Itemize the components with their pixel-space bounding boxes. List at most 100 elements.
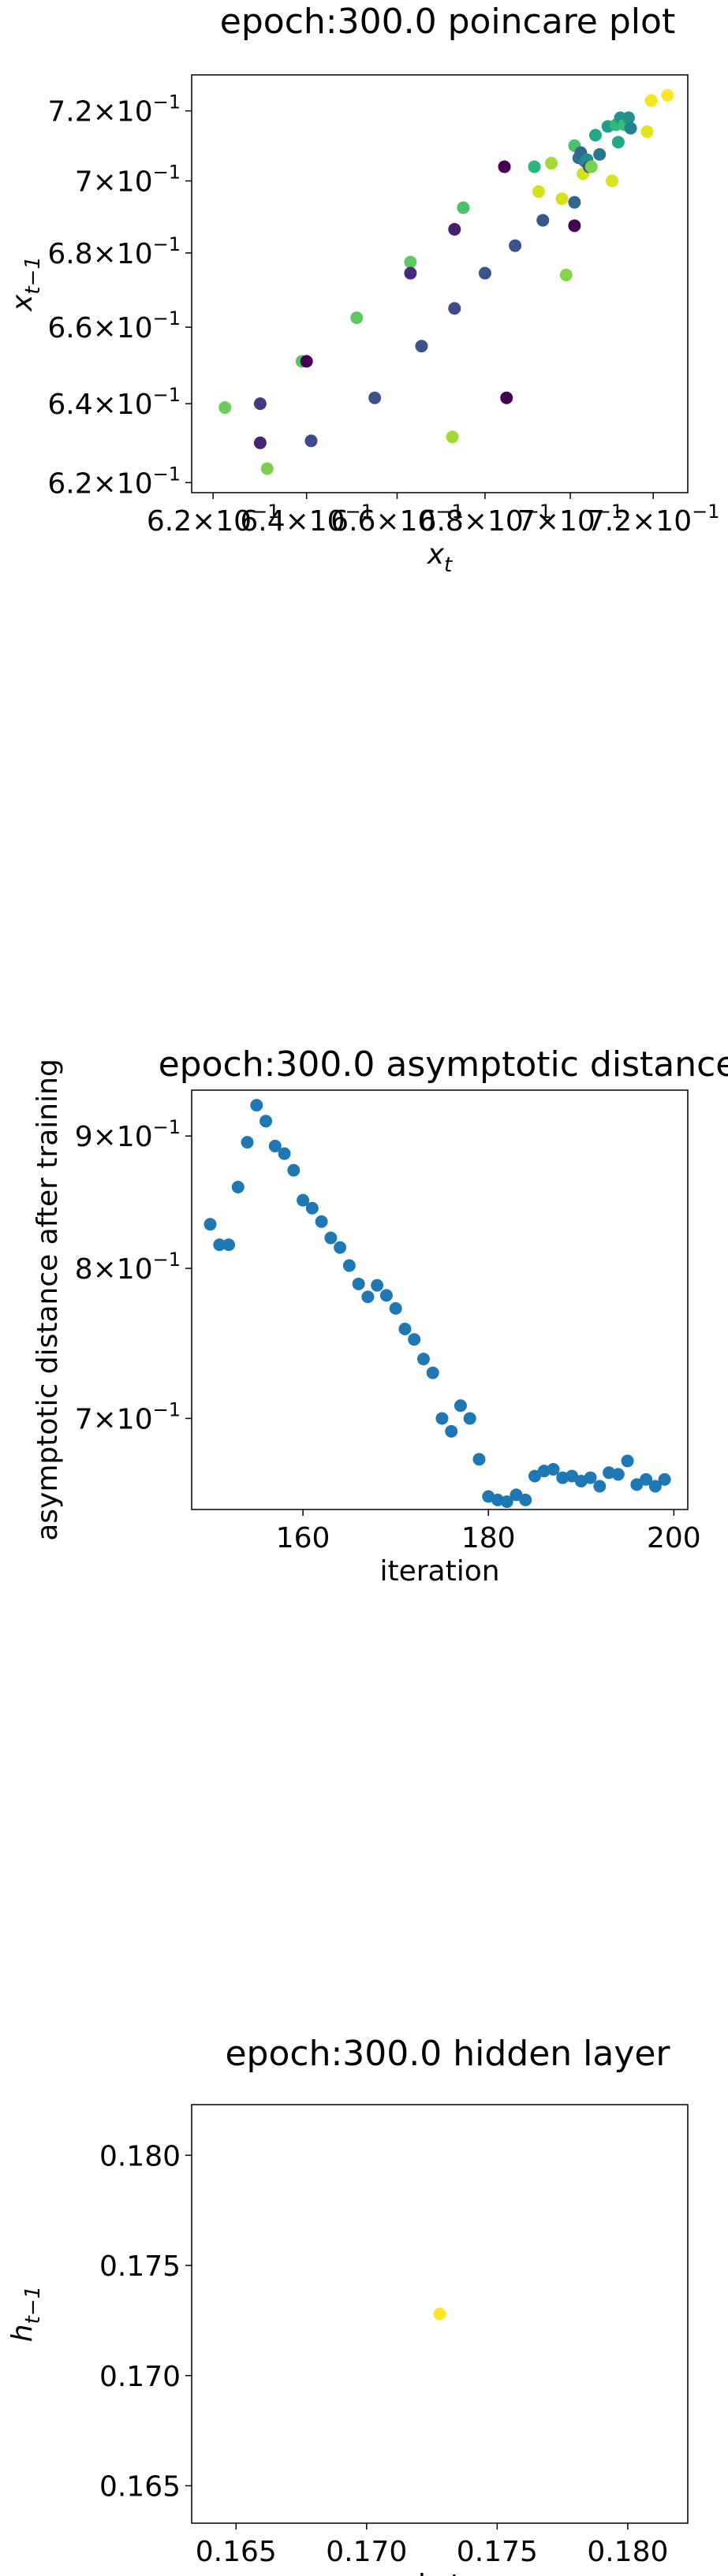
- data-point: [446, 430, 459, 444]
- data-point: [426, 1366, 439, 1379]
- data-point: [532, 185, 545, 199]
- data-point: [545, 157, 558, 170]
- data-point: [606, 174, 619, 188]
- data-point: [231, 1181, 245, 1194]
- data-point: [213, 1238, 226, 1252]
- data-point: [640, 125, 654, 139]
- data-point: [566, 1469, 579, 1483]
- x-tick-label: 0.170: [326, 2536, 407, 2568]
- data-point: [640, 1472, 653, 1486]
- x-tick-label: 160: [276, 1522, 330, 1554]
- plot-frame: [191, 1089, 689, 1510]
- data-point: [259, 1115, 273, 1128]
- data-point: [324, 1231, 338, 1245]
- data-point: [648, 1480, 662, 1493]
- data-point: [622, 111, 635, 125]
- data-point: [510, 1488, 523, 1502]
- y-tick-label: 8×10−1: [75, 1249, 181, 1286]
- data-point: [222, 1238, 236, 1252]
- y-tick-label: 6.2×10−1: [47, 463, 181, 500]
- data-point: [568, 195, 581, 209]
- data-point: [241, 1136, 254, 1149]
- data-point: [379, 1289, 393, 1302]
- y-axis-label: xt−1: [6, 256, 45, 312]
- data-point: [588, 128, 602, 142]
- chart-title: epoch:300.0 asymptotic distance: [159, 1044, 728, 1085]
- data-point: [416, 1353, 430, 1366]
- data-point: [300, 355, 313, 368]
- x-tick-label: 6.8×10−1: [419, 501, 552, 538]
- data-point: [584, 1471, 597, 1484]
- data-point: [448, 302, 461, 315]
- data-point: [203, 1218, 217, 1231]
- data-point: [368, 391, 382, 404]
- x-tick-label: 7.2×10−1: [587, 501, 720, 538]
- data-point: [287, 1163, 301, 1177]
- data-point: [433, 2307, 446, 2321]
- y-tick-label: 0.175: [99, 2250, 181, 2283]
- y-tick-label: 7×10−1: [75, 162, 181, 199]
- data-point: [528, 160, 541, 173]
- x-tick-label: 6.2×10−1: [147, 501, 280, 538]
- x-axis-label: h_t: [418, 2569, 461, 2576]
- data-point: [253, 397, 267, 411]
- chart-title: epoch:300.0 poincare plot: [220, 2, 675, 42]
- data-point: [519, 1493, 532, 1506]
- y-axis-label: ht−1: [6, 2286, 45, 2342]
- x-tick-label: 6.4×10−1: [240, 501, 373, 538]
- data-point: [305, 1201, 319, 1215]
- x-tick-label: 0.165: [196, 2536, 277, 2568]
- data-point: [218, 401, 232, 415]
- x-tick-label: 6.6×10−1: [330, 501, 464, 538]
- x-tick-label: 0.175: [457, 2536, 538, 2568]
- y-tick-label: 6.8×10−1: [47, 233, 181, 270]
- plot-frame: [191, 2104, 689, 2524]
- asymptotic-distance-chart: epoch:300.0 asymptotic distance 160 180 200…: [32, 1044, 728, 1588]
- y-tick-label: 6.6×10−1: [47, 307, 181, 344]
- data-point: [253, 436, 267, 449]
- data-point: [624, 121, 637, 135]
- x-tick-label: 200: [647, 1522, 701, 1554]
- data-point: [658, 1472, 671, 1486]
- data-point: [445, 1424, 458, 1438]
- data-point: [435, 1412, 449, 1425]
- y-tick-label: 7×10−1: [75, 1398, 181, 1435]
- y-tick-label: 6.4×10−1: [47, 384, 181, 421]
- data-point: [457, 201, 470, 214]
- data-point: [528, 1469, 542, 1483]
- data-point: [250, 1099, 263, 1112]
- data-point: [408, 1333, 421, 1346]
- data-point: [342, 1259, 356, 1272]
- data-point: [593, 1480, 607, 1493]
- data-point: [584, 160, 598, 173]
- y-tick-label: 0.165: [99, 2470, 181, 2503]
- y-tick-label: 0.170: [99, 2361, 181, 2393]
- data-point: [568, 219, 581, 233]
- data-point: [644, 94, 658, 107]
- data-point: [371, 1279, 384, 1292]
- data-point: [555, 192, 569, 206]
- data-point: [297, 1193, 310, 1207]
- data-point: [415, 340, 428, 353]
- data-point: [454, 1399, 467, 1413]
- data-point: [593, 147, 607, 161]
- data-point: [630, 1478, 644, 1491]
- data-point: [404, 255, 417, 269]
- data-point: [472, 1453, 486, 1466]
- data-point: [448, 222, 461, 236]
- y-tick-label: 7.2×10−1: [47, 91, 181, 128]
- data-point: [334, 1241, 347, 1254]
- data-point: [621, 1454, 634, 1468]
- data-point: [404, 266, 417, 280]
- data-point: [500, 391, 513, 404]
- data-point: [398, 1322, 412, 1335]
- data-point: [260, 462, 274, 475]
- data-point: [500, 1495, 513, 1509]
- data-point: [547, 1463, 560, 1476]
- data-point: [559, 268, 573, 281]
- data-point: [278, 1147, 291, 1160]
- y-tick-label: 0.180: [99, 2140, 181, 2172]
- data-point: [509, 239, 522, 252]
- data-point: [315, 1215, 328, 1228]
